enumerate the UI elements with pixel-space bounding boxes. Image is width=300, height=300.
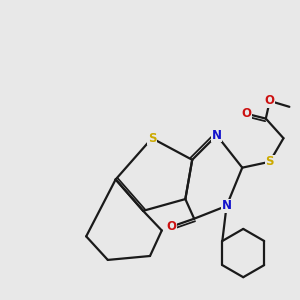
Text: S: S xyxy=(148,132,156,145)
Text: O: O xyxy=(265,94,275,107)
Text: S: S xyxy=(266,155,274,168)
Text: O: O xyxy=(167,220,177,233)
Text: O: O xyxy=(241,107,251,120)
Text: N: N xyxy=(212,129,222,142)
Text: N: N xyxy=(222,200,232,212)
